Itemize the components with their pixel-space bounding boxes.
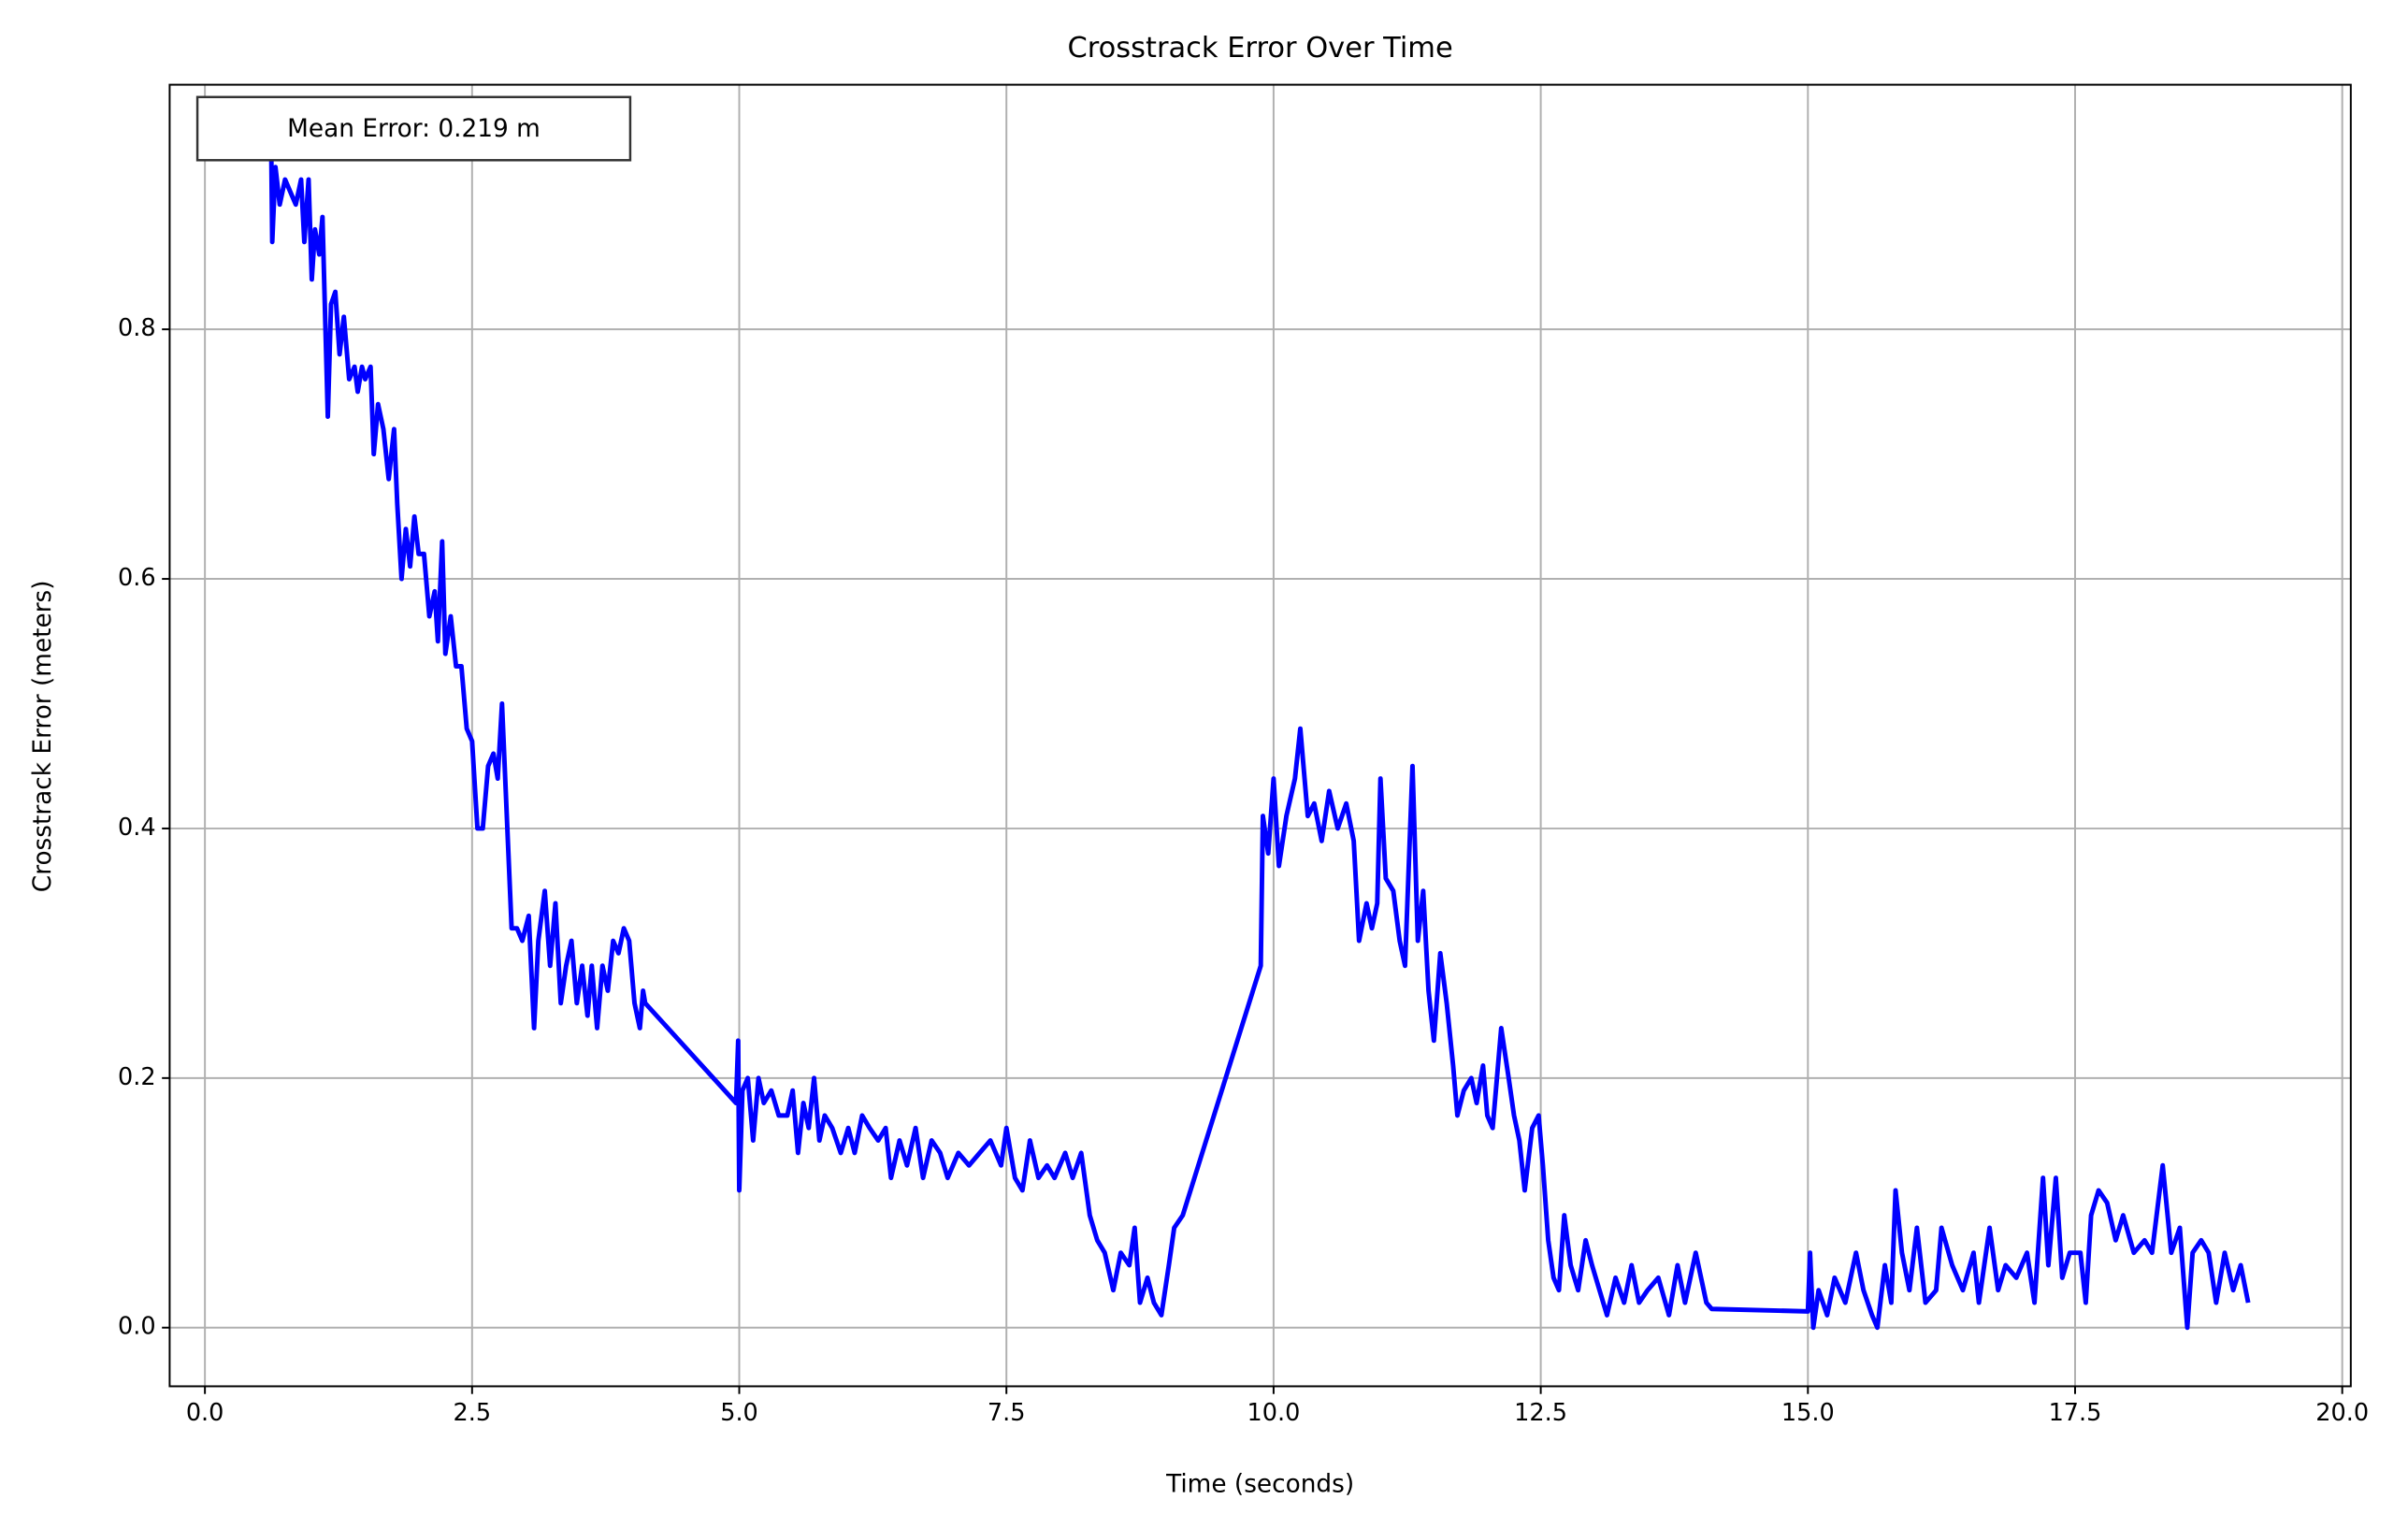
y-tick-label: 0.2 (118, 1063, 156, 1091)
x-tick-label: 2.5 (454, 1399, 492, 1427)
y-tick-label: 0.4 (118, 814, 156, 842)
x-tick-label: 0.0 (186, 1399, 224, 1427)
x-tick-label: 7.5 (988, 1399, 1026, 1427)
y-axis-label: Crosstrack Error (meters) (29, 580, 57, 892)
x-tick-label: 17.5 (2049, 1399, 2102, 1427)
x-tick-label: 5.0 (720, 1399, 758, 1427)
x-tick-label: 10.0 (1247, 1399, 1301, 1427)
chart-title: Crosstrack Error Over Time (1067, 32, 1452, 65)
y-tick-label: 0.6 (118, 564, 156, 592)
x-tick-label: 12.5 (1514, 1399, 1567, 1427)
grid (169, 84, 2351, 1387)
ticks: 0.0 2.5 5.0 7.5 10.0 12.5 15.0 17.5 20.0 0.0 0.2 0.… (118, 314, 2369, 1427)
data-line (268, 141, 2251, 1331)
x-tick-label: 15.0 (1781, 1399, 1835, 1427)
plot-area (268, 141, 2251, 1331)
axes-frame (168, 83, 2352, 1388)
x-axis-label: Time (seconds) (1165, 1470, 1354, 1498)
x-tick-label: 20.0 (2315, 1399, 2369, 1427)
annotation: Mean Error: 0.219 m (287, 115, 541, 143)
y-tick-label: 0.8 (118, 314, 156, 342)
y-tick-label: 0.0 (118, 1313, 156, 1341)
annotation-box (195, 95, 632, 162)
